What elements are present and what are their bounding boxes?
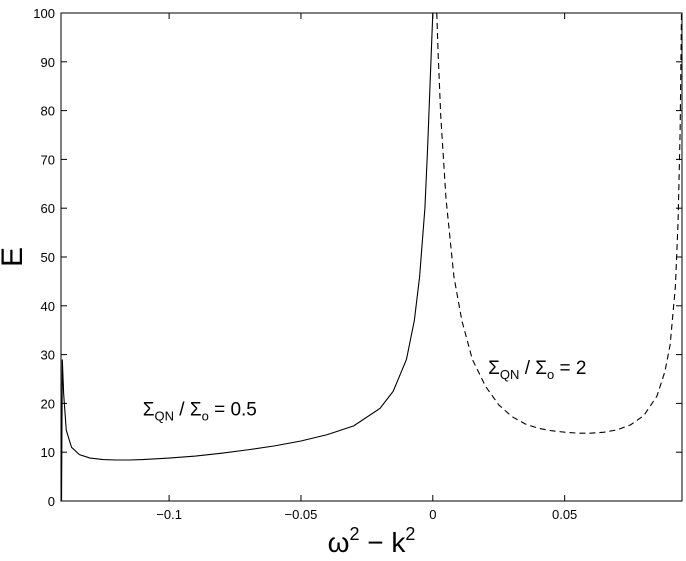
series-layer (61, 13, 682, 501)
x-tick-label: 0.05 (552, 507, 577, 522)
series-line-1 (61, 13, 434, 501)
y-tick-label: 30 (41, 348, 55, 363)
y-tick-label: 100 (33, 6, 55, 21)
x-axis-label-base: ω (328, 527, 350, 558)
y-axis-label: E (0, 247, 29, 267)
x-axis-label-sup1: 2 (349, 524, 359, 544)
x-axis-label: ω2 − k2 (328, 524, 416, 558)
y-tick-label: 0 (48, 494, 55, 509)
y-tick-label: 70 (41, 152, 55, 167)
series-annotation-1: ΣQN / Σo = 0.5 (143, 400, 257, 424)
ticks-layer: −0.1 −0.05 0 0.05 0 10 20 30 40 50 60 70 80 90 100 (33, 6, 682, 522)
y-tick-label: 60 (41, 201, 55, 216)
series-line-2 (436, 13, 682, 434)
y-tick-label: 40 (41, 299, 55, 314)
annotation-layer: ΣQN / Σo = 0.5 ΣQN / Σo = 2 (143, 358, 587, 423)
y-tick-label: 50 (41, 250, 55, 265)
series-annotation-2: ΣQN / Σo = 2 (488, 358, 586, 382)
x-tick-label: 0 (429, 507, 436, 522)
y-tick-label: 10 (41, 445, 55, 460)
x-axis-label-mid: − k (359, 527, 406, 558)
x-axis-label-sup2: 2 (405, 524, 415, 544)
x-tick-label: −0.1 (156, 507, 182, 522)
y-tick-label: 80 (41, 104, 55, 119)
x-tick-label: −0.05 (285, 507, 318, 522)
y-tick-label: 90 (41, 55, 55, 70)
y-tick-label: 20 (41, 396, 55, 411)
